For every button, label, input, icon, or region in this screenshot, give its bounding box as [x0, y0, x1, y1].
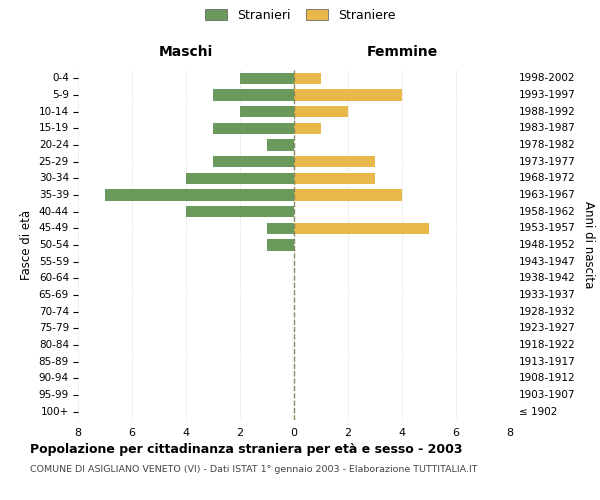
Bar	[294, 90, 402, 101]
Y-axis label: Fasce di età: Fasce di età	[20, 210, 33, 280]
Bar	[294, 106, 348, 118]
Text: Popolazione per cittadinanza straniera per età e sesso - 2003: Popolazione per cittadinanza straniera p…	[30, 442, 463, 456]
Bar	[213, 122, 294, 134]
Text: Femmine: Femmine	[367, 46, 437, 60]
Bar	[186, 172, 294, 184]
Bar	[213, 156, 294, 168]
Bar	[267, 240, 294, 250]
Bar	[294, 122, 321, 134]
Text: COMUNE DI ASIGLIANO VENETO (VI) - Dati ISTAT 1° gennaio 2003 - Elaborazione TUTT: COMUNE DI ASIGLIANO VENETO (VI) - Dati I…	[30, 465, 478, 474]
Bar	[267, 222, 294, 234]
Bar	[186, 206, 294, 218]
Bar	[294, 190, 402, 200]
Bar	[267, 140, 294, 150]
Bar	[294, 172, 375, 184]
Bar	[105, 190, 294, 200]
Bar	[294, 156, 375, 168]
Bar	[240, 106, 294, 118]
Bar	[294, 72, 321, 84]
Legend: Stranieri, Straniere: Stranieri, Straniere	[205, 8, 395, 22]
Y-axis label: Anni di nascita: Anni di nascita	[582, 202, 595, 288]
Text: Maschi: Maschi	[159, 46, 213, 60]
Bar	[213, 90, 294, 101]
Bar	[294, 222, 429, 234]
Bar	[240, 72, 294, 84]
